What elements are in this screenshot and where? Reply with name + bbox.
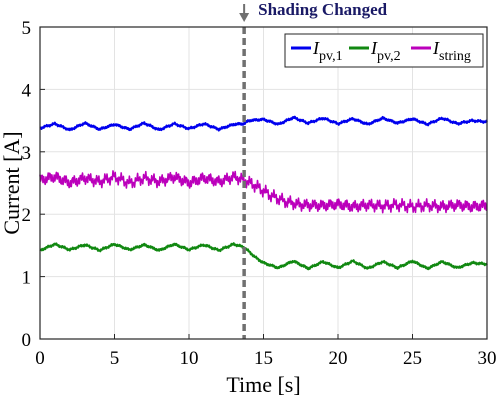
legend-entry: Istring [432, 38, 471, 64]
legend-entry: Ipv,1 [312, 38, 343, 64]
x-axis-label: Time [s] [226, 372, 300, 397]
legend-entry-sub: pv,1 [319, 49, 343, 64]
legend-box [284, 33, 484, 68]
legend-entry-main: I [312, 38, 320, 58]
legend-entry-sub: string [439, 49, 471, 64]
legend: Ipv,1 Ipv,2 Istring [284, 33, 484, 68]
grid [39, 26, 488, 340]
y-tick-label: 2 [22, 205, 32, 226]
plot-area [39, 115, 488, 271]
series-line-pv-1 [39, 115, 488, 132]
x-tick-label: 0 [35, 348, 45, 369]
axes-box [39, 26, 488, 340]
legend-entry: Ipv,2 [370, 38, 401, 64]
x-tick-label: 25 [403, 348, 422, 369]
legend-entry-sub: pv,2 [377, 49, 401, 64]
legend-entry-main: I [370, 38, 378, 58]
y-tick-label: 3 [22, 143, 32, 164]
legend-entry-main: I [432, 38, 440, 58]
axes [39, 26, 488, 340]
y-tick-label: 1 [22, 268, 32, 289]
series-line-string [39, 170, 488, 214]
y-tick-label: 0 [22, 330, 32, 351]
y-tick-label: 4 [22, 80, 32, 101]
y-axis-label: Current [A] [0, 131, 24, 234]
x-tick-label: 10 [180, 348, 199, 369]
x-tick-label: 5 [110, 348, 120, 369]
series-line-pv-2 [39, 242, 488, 271]
x-tick-label: 30 [478, 348, 497, 369]
annotation-text: Shading Changed [258, 0, 388, 19]
annotation-group: Shading Changed [239, 0, 388, 339]
x-tick-label: 15 [254, 348, 273, 369]
x-tick-label: 20 [329, 348, 348, 369]
annotation-arrow-head [239, 13, 250, 22]
y-tick-label: 5 [22, 18, 32, 39]
tick-labels: 0 5 10 15 20 25 30 0 1 2 3 4 5 [22, 18, 497, 369]
